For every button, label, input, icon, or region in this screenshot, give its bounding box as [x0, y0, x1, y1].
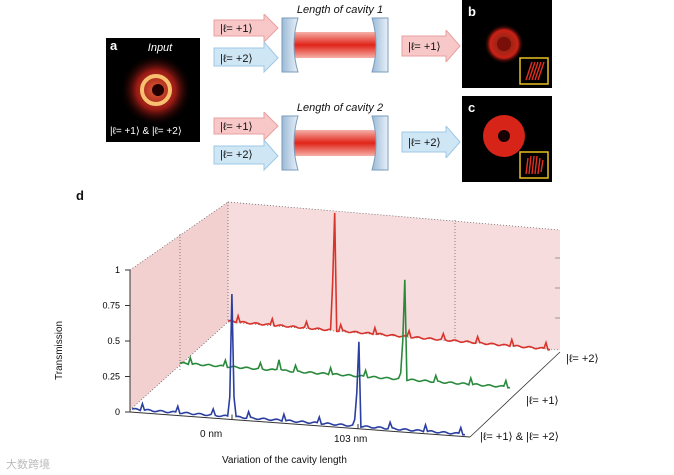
- cavity2-arrow-bottom: [213, 138, 279, 172]
- cavity1-beam: [294, 32, 376, 58]
- green-series: [179, 279, 511, 389]
- input-beam-image: [106, 38, 200, 142]
- cavity1-arrow-bottom: [213, 40, 279, 74]
- watermark: 大数跨境: [6, 459, 50, 471]
- x-tick-label-0nm: 0 nm: [200, 429, 223, 440]
- cavity2-output-arrow: [401, 126, 461, 158]
- cavity1-input-top-label: |ℓ= +1⟩: [220, 23, 253, 35]
- y-tick-label: 0: [115, 407, 120, 417]
- cavity2-diagram: [281, 115, 389, 171]
- cavity2-arrow-top: [213, 112, 279, 142]
- cavity1-right-mirror: [371, 17, 389, 73]
- cavity1-output-label: |ℓ= +1⟩: [408, 41, 441, 53]
- chart-back-wall: [228, 202, 560, 350]
- cavity2-input-bottom-label: |ℓ= +2⟩: [220, 149, 253, 161]
- cavity2-title: Length of cavity 2: [296, 102, 384, 114]
- cavity2-beam: [294, 130, 376, 156]
- cavity1-input-bottom-label: |ℓ= +2⟩: [220, 53, 253, 65]
- input-title: Input: [147, 42, 173, 54]
- output-beam-b-image: [462, 0, 552, 88]
- series-label-green: |ℓ= +1⟩: [526, 395, 559, 407]
- cavity1-input-arrows: [213, 14, 279, 74]
- x-tick-label-103nm: 103 nm: [334, 434, 368, 445]
- chart-left-wall: [130, 202, 228, 410]
- series-layer: [131, 212, 551, 436]
- red-series: [227, 212, 551, 351]
- y-tick-label: 0.75: [102, 301, 120, 311]
- panel-label-b: b: [468, 4, 476, 19]
- chart-right-ticks: [555, 257, 560, 319]
- y-tick-label: 0.5: [107, 336, 120, 346]
- panel-label-d: d: [76, 188, 84, 203]
- panel-label-c: c: [468, 100, 476, 115]
- y-tick-label: 1: [115, 265, 120, 275]
- input-modes-label: |ℓ= +1⟩ & |ℓ= +2⟩: [110, 126, 182, 137]
- cavity1-left-mirror: [281, 17, 299, 73]
- depth-axis: [469, 351, 561, 438]
- series-label-blue: |ℓ= +1⟩ & |ℓ= +2⟩: [480, 431, 559, 443]
- panel-label-a-overlay: a: [110, 38, 118, 53]
- input-beam-picture: [120, 54, 192, 126]
- output-beam-b-picture: [484, 24, 549, 85]
- series-label-red: |ℓ= +2⟩: [566, 353, 599, 365]
- y-axis-title: Transmission: [54, 320, 65, 380]
- transmission-chart: 0 0.25 0.5 0.75 1: [102, 201, 561, 438]
- x-axis-title: Variation of the cavity length: [222, 455, 347, 466]
- y-ticks: 0 0.25 0.5 0.75 1: [102, 265, 130, 417]
- cavity2-input-arrows: [213, 112, 279, 172]
- output-beam-c-image: [462, 96, 552, 182]
- cavity1-output-arrow: [401, 30, 461, 62]
- cavity2-left-mirror: [281, 115, 299, 171]
- chart-gridlines: [129, 201, 561, 370]
- cavity1-diagram: [281, 17, 389, 73]
- blue-series: [131, 293, 466, 436]
- cavity1-arrow-top: [213, 14, 279, 44]
- cavity1-title: Length of cavity 1: [296, 4, 384, 16]
- x-ticks: [231, 414, 359, 429]
- output-beam-c-picture: [483, 115, 549, 179]
- x-axis: [129, 411, 471, 438]
- y-tick-label: 0.25: [102, 372, 120, 382]
- cavity2-input-top-label: |ℓ= +1⟩: [220, 121, 253, 133]
- cavity2-right-mirror: [371, 115, 389, 171]
- cavity2-output-label: |ℓ= +2⟩: [408, 137, 441, 149]
